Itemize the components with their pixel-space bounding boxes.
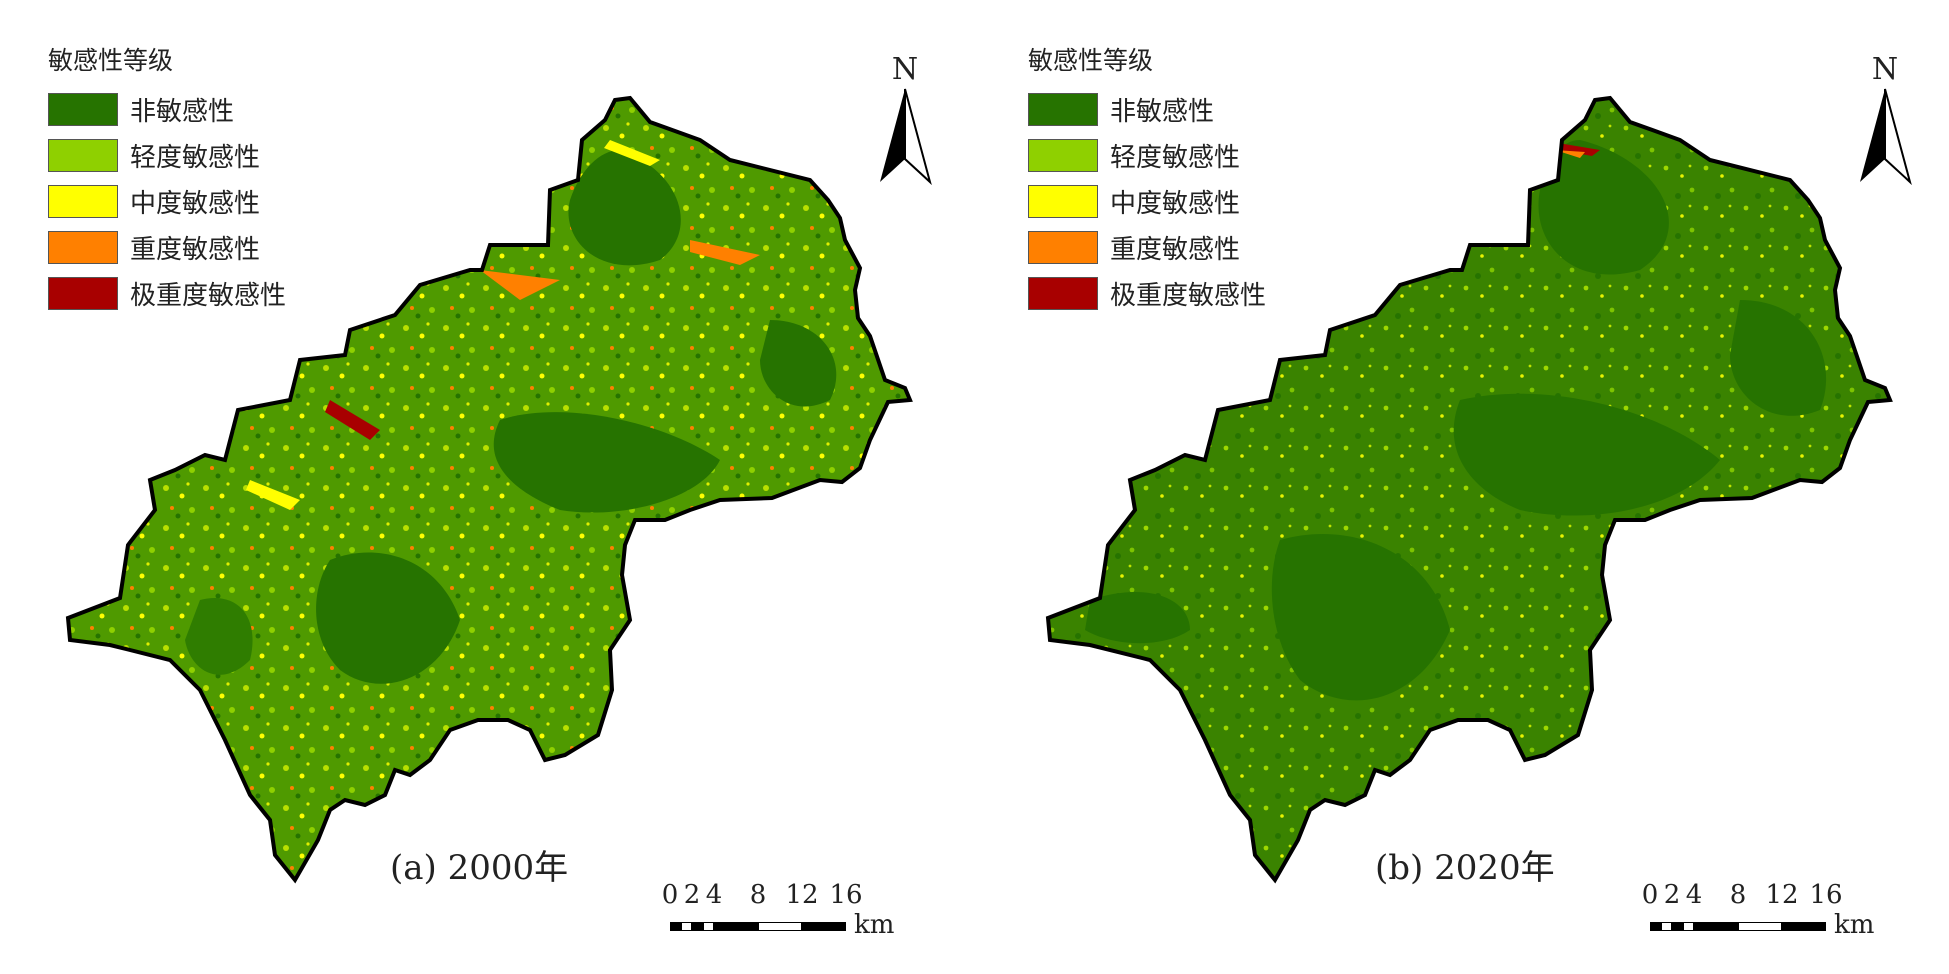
- legend: 敏感性等级 非敏感性 轻度敏感性 中度敏感性 重度敏感性 极重度敏感性: [48, 44, 286, 316]
- scale-tick: 8: [1729, 880, 1747, 910]
- scale-segment: [1672, 922, 1683, 931]
- legend-item-severe: 重度敏感性: [1028, 224, 1266, 270]
- north-arrow: N: [1855, 52, 1915, 186]
- scale-segment: [692, 922, 703, 931]
- scale-unit: km: [854, 910, 895, 940]
- legend-title: 敏感性等级: [1028, 46, 1154, 75]
- map-panel-2000: 敏感性等级 非敏感性 轻度敏感性 中度敏感性 重度敏感性 极重度敏感性 N (a…: [0, 0, 974, 974]
- legend-title: 敏感性等级: [48, 46, 174, 75]
- legend-item-moderate: 中度敏感性: [1028, 178, 1266, 224]
- scale-tick: 2: [683, 880, 701, 910]
- scale-bar: 0 2 4 8 12 16 km: [1640, 880, 1920, 940]
- legend-item-light: 轻度敏感性: [48, 132, 286, 178]
- scale-segment: [758, 922, 802, 931]
- scale-segment: [1782, 922, 1826, 931]
- scale-tick: 2: [1663, 880, 1681, 910]
- legend-item-extreme: 极重度敏感性: [48, 270, 286, 316]
- legend-item-severe: 重度敏感性: [48, 224, 286, 270]
- scale-tick: 4: [1685, 880, 1703, 910]
- legend-swatch: [48, 230, 118, 264]
- north-arrow-icon: [880, 88, 932, 186]
- scale-segment: [714, 922, 758, 931]
- legend-label: 轻度敏感性: [1110, 142, 1241, 173]
- scale-tick: 12: [785, 880, 819, 910]
- legend-label: 中度敏感性: [1110, 188, 1241, 219]
- scale-tick: 8: [749, 880, 767, 910]
- scale-tick: 16: [829, 880, 863, 910]
- sensitivity-map-2000: [66, 96, 912, 882]
- legend-swatch: [1028, 92, 1098, 126]
- legend-swatch: [1028, 276, 1098, 310]
- scale-tick: 16: [1809, 880, 1843, 910]
- scale-segment: [1738, 922, 1782, 931]
- legend-swatch: [1028, 230, 1098, 264]
- north-label: N: [891, 52, 919, 87]
- legend-label: 极重度敏感性: [1110, 280, 1267, 311]
- legend-label: 重度敏感性: [130, 234, 261, 265]
- scale-tick: 4: [705, 880, 723, 910]
- scale-segment: [681, 922, 692, 931]
- legend-label: 中度敏感性: [130, 188, 261, 219]
- scale-segment: [1650, 922, 1661, 931]
- legend: 敏感性等级 非敏感性 轻度敏感性 中度敏感性 重度敏感性 极重度敏感性: [1028, 44, 1266, 316]
- legend-item-non-sensitive: 非敏感性: [48, 86, 286, 132]
- legend-swatch: [48, 276, 118, 310]
- legend-label: 极重度敏感性: [130, 280, 287, 311]
- legend-item-extreme: 极重度敏感性: [1028, 270, 1266, 316]
- scale-segment: [1661, 922, 1672, 931]
- legend-swatch: [48, 138, 118, 172]
- scale-segment: [1683, 922, 1694, 931]
- scale-tick: 0: [661, 880, 679, 910]
- legend-label: 非敏感性: [130, 96, 235, 127]
- scale-segment: [703, 922, 714, 931]
- legend-item-light: 轻度敏感性: [1028, 132, 1266, 178]
- legend-swatch: [1028, 184, 1098, 218]
- scale-unit: km: [1834, 910, 1875, 940]
- legend-swatch: [1028, 138, 1098, 172]
- panel-caption: (b) 2020年: [1375, 848, 1555, 888]
- north-label: N: [1871, 52, 1899, 87]
- legend-item-non-sensitive: 非敏感性: [1028, 86, 1266, 132]
- legend-label: 轻度敏感性: [130, 142, 261, 173]
- scale-tick: 12: [1765, 880, 1799, 910]
- scale-segment: [802, 922, 846, 931]
- scale-bar: 0 2 4 8 12 16 km: [660, 880, 940, 940]
- scale-tick: 0: [1641, 880, 1659, 910]
- north-arrow: N: [875, 52, 935, 186]
- sensitivity-map-2020: [1046, 96, 1892, 882]
- legend-swatch: [48, 92, 118, 126]
- scale-segment: [670, 922, 681, 931]
- legend-label: 重度敏感性: [1110, 234, 1241, 265]
- legend-swatch: [48, 184, 118, 218]
- legend-item-moderate: 中度敏感性: [48, 178, 286, 224]
- scale-segment: [1694, 922, 1738, 931]
- north-arrow-icon: [1860, 88, 1912, 186]
- panel-caption: (a) 2000年: [390, 848, 569, 888]
- legend-label: 非敏感性: [1110, 96, 1215, 127]
- map-panel-2020: 敏感性等级 非敏感性 轻度敏感性 中度敏感性 重度敏感性 极重度敏感性 N (b…: [980, 0, 1949, 974]
